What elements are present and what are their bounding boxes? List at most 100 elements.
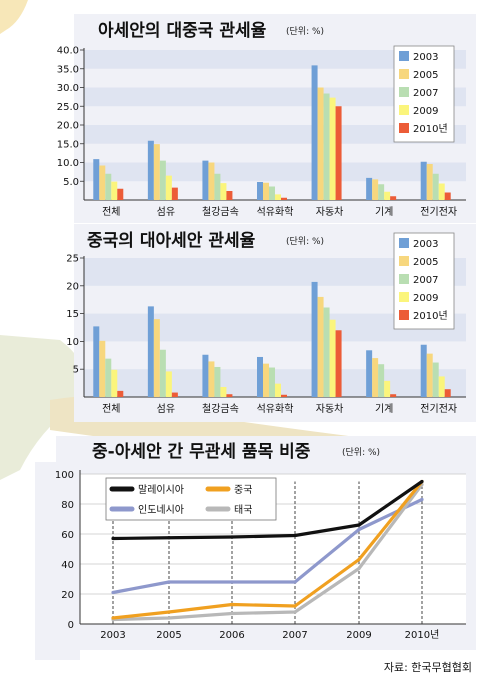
chart2-title: 중국의 대아세안 관세율 [87, 231, 256, 251]
x-tick-label: 2006 [219, 630, 244, 641]
bar [324, 94, 330, 201]
chart2-unit: (단위: %) [286, 236, 324, 247]
legend-label: 2010년 [413, 310, 448, 322]
x-category-label: 섬유 [157, 206, 175, 218]
bar [330, 320, 336, 397]
legend-label: 2005 [413, 257, 438, 268]
legend-swatch [399, 123, 409, 133]
bar [154, 319, 160, 397]
bar [384, 381, 390, 397]
legend-swatch [399, 105, 409, 115]
chart3-plot: 100 80 60 40 20 0 2003 2005 2006 2007 2009 2010년 말레이… [55, 470, 466, 641]
bar [336, 106, 342, 200]
bar [257, 357, 263, 397]
bar [439, 184, 445, 201]
data-point [230, 603, 233, 606]
data-point [111, 591, 114, 594]
y-tick-label: 15 [66, 309, 79, 320]
bar [202, 161, 208, 200]
bar [208, 361, 214, 397]
x-category-label: 철강금속 [202, 206, 239, 218]
legend-label: 중국 [234, 484, 252, 496]
data-point [357, 523, 360, 526]
x-category-label: 섬유 [157, 403, 175, 415]
legend-swatch [399, 292, 409, 302]
data-point [167, 610, 170, 613]
legend-swatch [399, 274, 409, 284]
y-tick-label: 40 [61, 560, 74, 571]
y-tick-label: 20 [66, 281, 79, 292]
x-category-label: 전기전자 [420, 403, 457, 415]
y-tick-label: 100 [55, 470, 74, 481]
legend-label: 2009 [413, 106, 438, 117]
bar [281, 198, 287, 200]
bar [390, 394, 396, 397]
y-tick-label: 80 [61, 500, 74, 511]
bar [275, 194, 281, 200]
data-point [167, 616, 170, 619]
x-category-label: 석유화학 [257, 206, 294, 218]
legend-label: 2005 [413, 70, 438, 81]
data-point [357, 567, 360, 570]
data-point [167, 536, 170, 539]
x-category-label: 기계 [375, 206, 393, 218]
legend-label: 말레이시아 [138, 484, 184, 496]
bar [445, 193, 451, 201]
data-point [420, 480, 423, 483]
bar [324, 307, 330, 397]
bar [421, 345, 427, 397]
bar [439, 376, 445, 397]
y-tick-label: 30.0 [57, 83, 79, 94]
legend-label: 인도네시아 [138, 504, 184, 516]
bar [111, 182, 117, 200]
data-point [293, 580, 296, 583]
x-tick-label: 2003 [100, 630, 125, 641]
bar [111, 370, 117, 397]
bar [226, 191, 232, 200]
x-tick-label: 2007 [282, 630, 307, 641]
bar [372, 358, 378, 397]
bar [372, 179, 378, 200]
data-point [230, 535, 233, 538]
bar [269, 187, 275, 201]
y-tick-label: 10 [66, 337, 79, 348]
y-tick-label: 5.0 [63, 177, 79, 188]
bar [166, 176, 172, 200]
bar [281, 395, 287, 397]
y-tick-label: 25 [66, 254, 79, 265]
bar [226, 394, 232, 397]
y-tick-label: 35.0 [57, 64, 79, 75]
legend-label: 2007 [413, 88, 438, 99]
bar [202, 355, 208, 397]
bar [366, 178, 372, 200]
legend-label: 2007 [413, 275, 438, 286]
chart1-title: 아세안의 대중국 관세율 [98, 21, 267, 41]
bar [390, 196, 396, 200]
bar [172, 188, 178, 200]
bar [154, 144, 160, 200]
x-category-label: 전체 [102, 403, 120, 415]
bar [427, 164, 433, 200]
bar [318, 297, 324, 397]
x-category-label: 전기전자 [420, 206, 457, 218]
y-tick-label: 20 [61, 590, 74, 601]
legend: 2003 2005 2007 2009 2010년 [394, 46, 454, 142]
bar [378, 184, 384, 200]
bar [336, 330, 342, 397]
x-category-label: 기계 [375, 403, 393, 415]
bar [445, 389, 451, 397]
panel-tariff-asean: 아세안의 대중국 관세율 (단위: %) 40.0 35.0 30.0 25.0 20.… [57, 14, 476, 223]
panel-duty-free: 중-아세안 간 무관세 품목 비중 (단위: %) 100 80 60 40 20 0 20… [55, 436, 476, 650]
bar [148, 306, 154, 397]
chart3-title: 중-아세안 간 무관세 품목 비중 [92, 442, 311, 462]
x-category-label: 자동차 [316, 403, 344, 415]
y-tick-label: 10.0 [57, 158, 79, 169]
panel-tariff-china: 중국의 대아세안 관세율 (단위: %) 25 20 15 10 5 전체 섬유 철강금속 석유… [66, 224, 476, 422]
legend-label: 태국 [234, 504, 252, 516]
bar [99, 166, 105, 201]
bar [214, 367, 220, 397]
bar [208, 163, 214, 201]
legend-swatch [399, 256, 409, 266]
